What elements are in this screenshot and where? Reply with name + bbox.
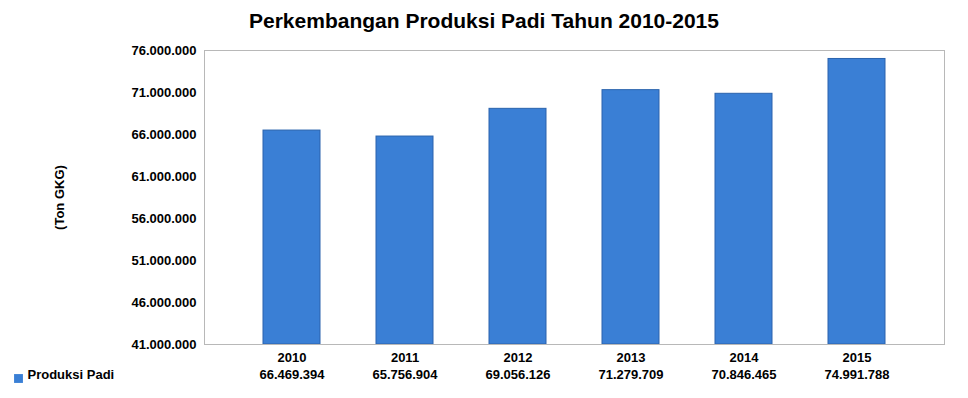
svg-text:74.991.788: 74.991.788 xyxy=(824,367,889,382)
svg-text:61.000.000: 61.000.000 xyxy=(131,169,196,184)
svg-text:2012: 2012 xyxy=(504,350,533,365)
svg-text:(Ton GKG): (Ton GKG) xyxy=(52,165,67,230)
svg-text:65.756.904: 65.756.904 xyxy=(372,367,438,382)
svg-text:70.846.465: 70.846.465 xyxy=(711,367,776,382)
svg-text:2010: 2010 xyxy=(278,350,307,365)
svg-text:Produksi Padi: Produksi Padi xyxy=(28,367,115,382)
svg-text:2015: 2015 xyxy=(843,350,872,365)
svg-text:51.000.000: 51.000.000 xyxy=(131,253,196,268)
svg-text:66.469.394: 66.469.394 xyxy=(259,367,325,382)
svg-text:2013: 2013 xyxy=(617,350,646,365)
svg-text:2011: 2011 xyxy=(391,350,419,365)
svg-text:69.056.126: 69.056.126 xyxy=(485,367,550,382)
svg-text:71.279.709: 71.279.709 xyxy=(598,367,663,382)
svg-text:46.000.000: 46.000.000 xyxy=(131,295,196,310)
svg-text:66.000.000: 66.000.000 xyxy=(131,127,196,142)
svg-text:2014: 2014 xyxy=(730,350,760,365)
svg-text:41.000.000: 41.000.000 xyxy=(131,337,196,352)
html-text:Perkembangan Produksi Padi Tah: Perkembangan Produksi Padi Tahun 2010-20… xyxy=(249,9,719,32)
svg-text:76.000.000: 76.000.000 xyxy=(131,43,196,58)
svg-text:71.000.000: 71.000.000 xyxy=(131,85,196,100)
svg-text:56.000.000: 56.000.000 xyxy=(131,211,196,226)
